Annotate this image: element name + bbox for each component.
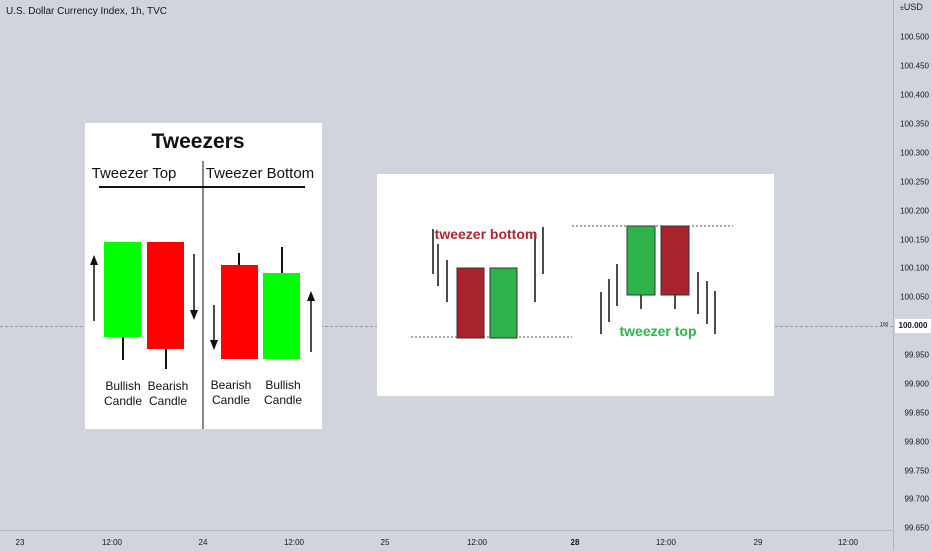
time-tick: 23 bbox=[15, 538, 25, 547]
bearish-candle bbox=[147, 242, 184, 349]
candle-label: Bearish bbox=[148, 379, 189, 393]
price-tick: 99.750 bbox=[904, 466, 929, 476]
price-tick: 100.100 bbox=[900, 263, 929, 273]
price-tick: 100.150 bbox=[900, 235, 929, 245]
price-line-label: 100 bbox=[880, 322, 889, 328]
candle-label: Bullish bbox=[265, 378, 300, 392]
currency-code: USD bbox=[903, 2, 923, 12]
price-tick: 99.800 bbox=[904, 437, 929, 447]
price-tick: 100.350 bbox=[900, 119, 929, 129]
bullish-candle bbox=[489, 267, 518, 339]
time-tick: 12:00 bbox=[283, 538, 305, 547]
current-price-label: 100.000 bbox=[895, 319, 931, 333]
price-tick: 99.700 bbox=[904, 494, 929, 504]
bullish-candle bbox=[104, 242, 141, 337]
price-tick: 100.300 bbox=[900, 148, 929, 158]
bearish-candle bbox=[456, 267, 485, 339]
time-tick: 12:00 bbox=[655, 538, 677, 547]
bearish-candle bbox=[221, 265, 258, 359]
candle-label: Bearish bbox=[211, 378, 252, 392]
currency-label[interactable]: ±USD bbox=[900, 2, 923, 12]
tweezer-pattern-image[interactable]: tweezer bottom tweezer top bbox=[377, 174, 774, 396]
time-tick: 25 bbox=[380, 538, 390, 547]
price-tick: 99.900 bbox=[904, 379, 929, 389]
bullish-candle bbox=[626, 225, 656, 296]
tweezer-bottom-label: tweezer bottom bbox=[435, 226, 538, 242]
time-tick: 29 bbox=[753, 538, 763, 547]
diagram-title: Tweezers bbox=[152, 130, 245, 153]
candle-label: Candle bbox=[264, 393, 302, 407]
candle-label: Bullish bbox=[105, 379, 140, 393]
price-tick: 99.850 bbox=[904, 408, 929, 418]
bearish-candle bbox=[660, 225, 690, 296]
tweezer-top-header: Tweezer Top bbox=[92, 165, 177, 182]
candle-label: Candle bbox=[104, 394, 142, 408]
time-tick: 12:00 bbox=[466, 538, 488, 547]
tweezers-diagram-image[interactable]: Tweezers Tweezer Top Tweezer Bottom bbox=[85, 123, 322, 429]
price-tick: 100.050 bbox=[900, 292, 929, 302]
price-tick: 100.450 bbox=[900, 61, 929, 71]
price-axis[interactable]: ±USD 100.500 100.450 100.400 100.350 100… bbox=[893, 0, 932, 550]
time-tick: 12:00 bbox=[837, 538, 859, 547]
arrow-up-icon-head bbox=[90, 255, 98, 265]
price-tick: 100.200 bbox=[900, 206, 929, 216]
time-tick: 12:00 bbox=[101, 538, 123, 547]
time-axis[interactable]: 23 12:00 24 12:00 25 12:00 28 12:00 29 1… bbox=[0, 530, 893, 551]
price-tick: 99.950 bbox=[904, 350, 929, 360]
tweezer-bottom-header: Tweezer Bottom bbox=[206, 165, 314, 182]
currency-menu-icon: ± bbox=[900, 5, 904, 12]
price-tick: 100.400 bbox=[900, 90, 929, 100]
time-tick: 24 bbox=[198, 538, 208, 547]
tweezer-top-label: tweezer top bbox=[619, 323, 696, 339]
price-tick: 100.250 bbox=[900, 177, 929, 187]
candle-label: Candle bbox=[149, 394, 187, 408]
price-tick: 99.650 bbox=[904, 523, 929, 533]
time-tick: 28 bbox=[570, 538, 580, 547]
arrow-down-icon-head bbox=[190, 310, 198, 320]
chart-area[interactable]: U.S. Dollar Currency Index, 1h, TVC 100 … bbox=[0, 0, 893, 530]
bullish-candle bbox=[263, 273, 300, 359]
candle-label: Candle bbox=[212, 393, 250, 407]
arrow-down-icon-head bbox=[210, 340, 218, 350]
arrow-up-icon-head bbox=[307, 291, 315, 301]
symbol-title[interactable]: U.S. Dollar Currency Index, 1h, TVC bbox=[6, 6, 167, 17]
price-tick: 100.500 bbox=[900, 32, 929, 42]
